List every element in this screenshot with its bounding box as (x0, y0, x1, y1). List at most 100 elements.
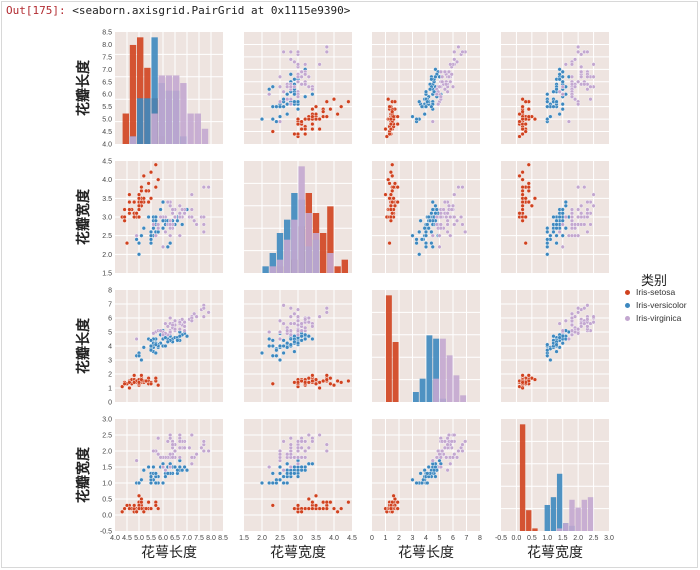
point-iris-versicolor (433, 74, 438, 79)
point-iris-setosa (156, 383, 161, 388)
point-iris-virginica (569, 214, 575, 220)
point-iris-virginica (310, 87, 315, 92)
point-iris-versicolor (175, 218, 180, 223)
point-iris-virginica (303, 439, 308, 444)
point-iris-versicolor (560, 69, 565, 74)
point-iris-setosa (523, 99, 528, 104)
point-iris-virginica (445, 211, 450, 216)
point-iris-virginica (456, 185, 461, 190)
point-iris-versicolor (554, 222, 559, 227)
point-iris-setosa (520, 380, 525, 385)
point-iris-virginica (438, 214, 443, 220)
x-tick-label: 7.0 (182, 535, 192, 542)
hist-bar-iris-virginica (312, 233, 320, 273)
point-iris-versicolor (419, 104, 425, 109)
point-iris-virginica (452, 222, 457, 227)
hist-bar-iris-versicolor (262, 266, 269, 273)
y-tick-label: 4.5 (102, 129, 112, 136)
point-iris-virginica (445, 442, 450, 447)
point-iris-versicolor (184, 468, 190, 473)
point-iris-virginica (192, 311, 197, 316)
point-iris-versicolor (292, 471, 297, 476)
point-iris-setosa (122, 214, 127, 220)
point-iris-setosa (124, 241, 130, 246)
x-axis-label: 花萼长度 (398, 545, 454, 561)
point-iris-virginica (281, 439, 286, 444)
point-iris-setosa (132, 199, 137, 205)
point-iris-versicolor (139, 357, 144, 363)
point-iris-setosa (339, 104, 344, 109)
point-iris-virginica (281, 89, 286, 94)
point-iris-versicolor (160, 218, 166, 223)
point-iris-virginica (448, 214, 453, 220)
point-iris-setosa (321, 109, 326, 114)
y-tick-label: 2.0 (102, 449, 112, 456)
point-iris-virginica (168, 436, 173, 441)
point-iris-virginica (165, 199, 170, 205)
panel-r0-c2 (372, 32, 480, 144)
point-iris-virginica (194, 314, 199, 319)
point-iris-virginica (295, 332, 301, 337)
point-iris-setosa (120, 384, 125, 389)
point-iris-setosa (383, 126, 388, 132)
point-iris-setosa (523, 241, 528, 246)
point-iris-virginica (440, 74, 445, 79)
point-iris-setosa (127, 506, 132, 511)
point-iris-setosa (526, 181, 531, 186)
point-iris-versicolor (545, 92, 550, 97)
point-iris-versicolor (182, 464, 187, 470)
point-iris-setosa (388, 192, 393, 197)
x-tick-label: 7 (465, 535, 469, 542)
point-iris-versicolor (429, 77, 434, 82)
point-iris-virginica (442, 199, 447, 205)
point-iris-versicolor (554, 87, 559, 92)
point-iris-versicolor (175, 468, 180, 473)
point-iris-versicolor (430, 244, 435, 249)
point-iris-versicolor (560, 207, 565, 212)
point-iris-setosa (295, 131, 301, 137)
point-iris-virginica (306, 315, 311, 321)
point-iris-virginica (585, 317, 590, 322)
point-iris-setosa (392, 181, 398, 186)
point-iris-virginica (440, 79, 445, 84)
point-iris-virginica (460, 49, 465, 55)
point-iris-virginica (576, 327, 581, 332)
point-iris-virginica (449, 72, 454, 77)
point-iris-setosa (391, 114, 396, 119)
point-iris-virginica (134, 458, 139, 463)
point-iris-setosa (387, 196, 392, 201)
x-tick-label: 3.0 (604, 535, 614, 542)
point-iris-virginica (288, 84, 293, 89)
point-iris-setosa (321, 114, 326, 119)
point-iris-setosa (317, 506, 322, 511)
point-iris-virginica (306, 432, 311, 438)
point-iris-virginica (295, 448, 301, 454)
point-iris-virginica (445, 468, 450, 473)
y-axis-label: 花瓣长度 (75, 59, 92, 116)
point-iris-virginica (579, 211, 584, 216)
point-iris-virginica (436, 102, 441, 107)
point-iris-versicolor (557, 335, 562, 340)
point-iris-setosa (388, 214, 393, 220)
point-iris-versicolor (148, 229, 154, 235)
point-iris-versicolor (153, 350, 158, 356)
point-iris-setosa (520, 188, 525, 193)
x-tick-label: 8 (478, 535, 482, 542)
point-iris-setosa (124, 503, 130, 508)
point-iris-setosa (321, 500, 326, 505)
point-iris-virginica (569, 62, 575, 67)
point-iris-versicolor (270, 343, 275, 349)
point-iris-setosa (388, 218, 393, 223)
point-iris-virginica (446, 69, 452, 74)
point-iris-versicolor (259, 117, 265, 122)
point-iris-virginica (277, 74, 283, 79)
point-iris-setosa (526, 114, 531, 119)
point-iris-virginica (306, 74, 311, 79)
point-iris-versicolor (551, 229, 556, 235)
point-iris-virginica (134, 336, 139, 342)
point-iris-virginica (576, 306, 581, 311)
point-iris-setosa (517, 112, 522, 117)
point-iris-virginica (448, 62, 453, 67)
point-iris-virginica (201, 214, 206, 220)
point-iris-versicolor (139, 233, 144, 238)
